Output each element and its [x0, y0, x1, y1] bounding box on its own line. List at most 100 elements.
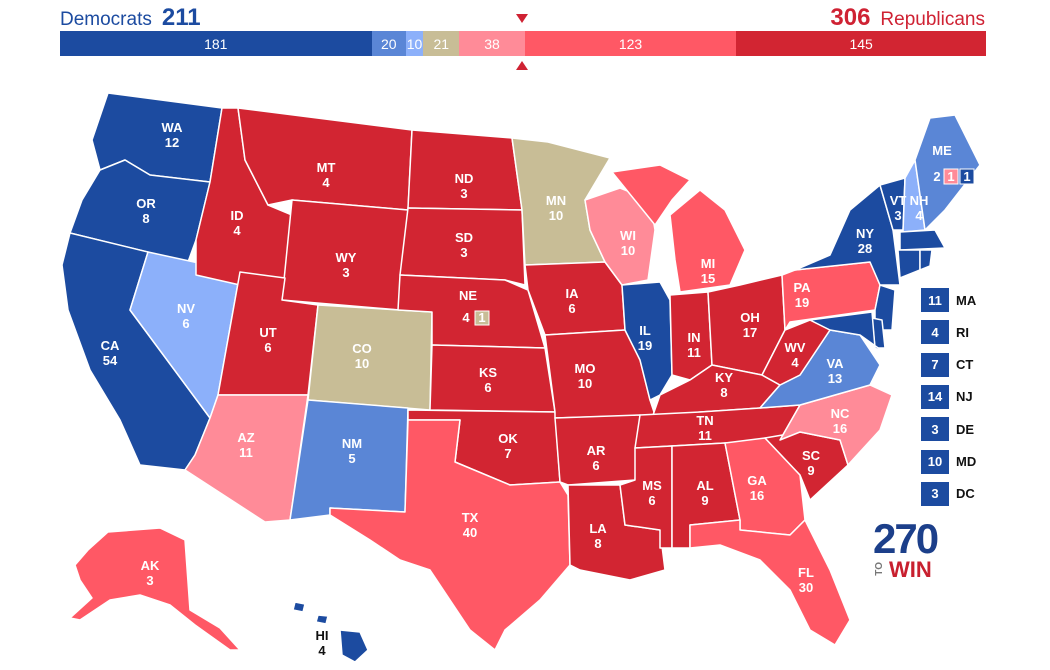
state-ev-me: 2	[933, 169, 940, 184]
state-MA[interactable]	[899, 229, 946, 251]
state-ev-ca: 54	[103, 353, 118, 368]
state-AR[interactable]	[554, 414, 641, 486]
democrats-header: Democrats 211	[60, 4, 201, 31]
state-ev-mn: 10	[549, 208, 563, 223]
state-ev-la: 8	[594, 536, 601, 551]
small-state-ev-box[interactable]: 3	[921, 481, 949, 506]
state-FL[interactable]	[689, 519, 851, 646]
bar-segment: 20	[371, 31, 406, 56]
republicans-label: Republicans	[880, 9, 985, 30]
state-ev-ia: 6	[568, 301, 575, 316]
state-label-ut: UT	[259, 325, 276, 340]
state-ev-nm: 5	[348, 451, 355, 466]
state-ev-or: 8	[142, 211, 149, 226]
state-ev-mi: 15	[701, 271, 715, 286]
ne-district-box[interactable]	[474, 310, 490, 326]
state-label-az: AZ	[237, 430, 254, 445]
state-ev-mo: 10	[578, 376, 592, 391]
state-label-sd: SD	[455, 230, 473, 245]
state-label-ak: AK	[141, 558, 160, 573]
small-state-ev-box[interactable]: 10	[921, 449, 949, 474]
state-CO[interactable]	[307, 304, 433, 411]
state-ev-ms: 6	[648, 493, 655, 508]
state-ev-az: 11	[239, 445, 253, 460]
state-ev-ne: 4	[462, 310, 470, 325]
state-ev-pa: 19	[795, 295, 809, 310]
state-ev-mt: 4	[322, 175, 330, 190]
state-ev-wa: 12	[165, 135, 179, 150]
state-HI[interactable]	[292, 601, 369, 663]
state-label-mn: MN	[546, 193, 566, 208]
state-label-hi: HI	[316, 628, 329, 643]
state-ev-hi: 4	[318, 643, 326, 658]
state-ev-sc: 9	[807, 463, 814, 478]
state-label-tx: TX	[462, 510, 479, 525]
state-label-fl: FL	[798, 565, 814, 580]
small-state-ev-box[interactable]: 7	[921, 352, 949, 377]
state-label-ga: GA	[747, 473, 767, 488]
state-TX[interactable]	[329, 419, 571, 651]
state-ev-wi: 10	[621, 243, 635, 258]
state-label-ks: KS	[479, 365, 497, 380]
democrats-total: 211	[161, 4, 201, 31]
me-district-ev: 1	[947, 169, 954, 184]
small-state-ev-box[interactable]: 4	[921, 320, 949, 345]
small-state-label: RI	[956, 324, 969, 340]
state-MD[interactable]	[809, 311, 889, 356]
me-district-box[interactable]	[943, 168, 959, 185]
state-MT[interactable]	[237, 107, 413, 211]
small-state-label: DC	[956, 486, 975, 502]
ne-district-ev: 1	[478, 310, 485, 325]
state-label-co: CO	[352, 341, 372, 356]
small-state-label: NJ	[956, 389, 973, 405]
small-state-ev-box[interactable]: 11	[921, 288, 949, 312]
state-ev-ok: 7	[504, 446, 511, 461]
state-label-il: IL	[639, 323, 651, 338]
state-MI[interactable]	[611, 164, 746, 293]
state-label-ok: OK	[498, 431, 518, 446]
logo-to: TO	[874, 562, 885, 576]
logo-number: 270	[873, 515, 939, 562]
small-state-ev-box[interactable]: 14	[921, 384, 949, 409]
state-label-ar: AR	[587, 443, 606, 458]
state-label-vt: VT	[890, 193, 907, 208]
state-ev-nh: 4	[915, 208, 923, 223]
state-ev-co: 10	[355, 356, 369, 371]
state-ev-il: 19	[638, 338, 652, 353]
state-ev-ny: 28	[858, 241, 872, 256]
state-label-or: OR	[136, 196, 156, 211]
bar-segment: 21	[423, 31, 460, 56]
state-ev-ak: 3	[146, 573, 153, 588]
state-AK[interactable]	[69, 527, 241, 651]
state-label-in: IN	[688, 330, 701, 345]
small-state-ev-box[interactable]: 3	[921, 417, 949, 442]
electoral-vote-bar: 181 20 10 21 38 123 145	[60, 31, 986, 56]
state-ev-tx: 40	[463, 525, 477, 540]
state-ev-nv: 6	[182, 316, 189, 331]
state-label-ny: NY	[856, 226, 874, 241]
state-ev-tn: 11	[698, 428, 712, 443]
bar-segment: 145	[736, 31, 986, 56]
state-label-mt: MT	[317, 160, 336, 175]
state-label-nm: NM	[342, 436, 362, 451]
state-CT[interactable]	[897, 249, 921, 279]
state-label-me: ME	[932, 143, 952, 158]
state-ev-in: 11	[687, 345, 701, 360]
state-SD[interactable]	[399, 207, 526, 286]
270-marker-bottom-icon	[516, 61, 528, 70]
small-state-label: MD	[956, 454, 977, 469]
state-label-mo: MO	[575, 361, 596, 376]
state-label-pa: PA	[793, 280, 811, 295]
state-label-mi: MI	[701, 256, 715, 271]
state-RI[interactable]	[919, 249, 933, 271]
state-label-tn: TN	[696, 413, 713, 428]
state-ev-ga: 16	[750, 488, 764, 503]
state-label-sc: SC	[802, 448, 821, 463]
state-ev-nc: 16	[833, 421, 847, 436]
small-state-label: MA	[956, 292, 977, 308]
state-label-wv: WV	[785, 340, 806, 355]
state-label-ia: IA	[566, 286, 580, 301]
me-district-box[interactable]	[959, 168, 975, 185]
small-state-label: DE	[956, 421, 975, 437]
270-marker-top-icon	[516, 14, 528, 23]
